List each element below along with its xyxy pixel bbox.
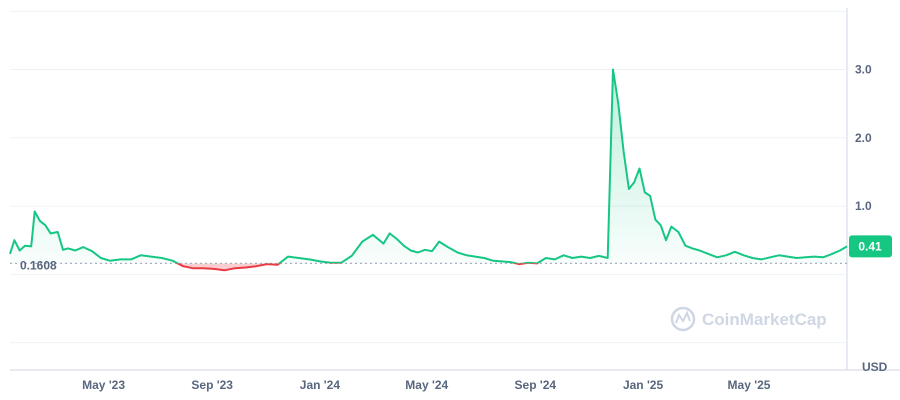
grid-lines (10, 8, 900, 371)
y-tick-label: 2.0 (855, 131, 872, 145)
price-line-up (9, 68, 848, 264)
baseline-value: 0.1608 (20, 258, 57, 272)
y-tick-label: 3.0 (855, 62, 872, 76)
coinmarketcap-logo-icon (670, 306, 696, 332)
x-tick-label: May '25 (728, 378, 771, 392)
watermark-text: CoinMarketCap (702, 310, 827, 329)
x-tick-label: Sep '24 (515, 378, 557, 392)
current-price-label: 0.41 (858, 239, 882, 253)
x-tick-label: Jan '25 (623, 378, 664, 392)
current-price-badge: 0.41 (849, 235, 892, 258)
area-fill-up (10, 69, 847, 264)
price-line-down (175, 263, 540, 272)
x-tick-label: Sep '23 (191, 378, 233, 392)
baseline: 0.1608 (10, 258, 847, 272)
watermark: CoinMarketCap (670, 306, 827, 332)
currency-label: USD (862, 360, 888, 374)
area-fill-down (10, 263, 847, 271)
x-tick-label: Jan '24 (300, 378, 341, 392)
x-axis: May '23 Sep '23 Jan '24 May '24 Sep '24 Jan '… (82, 378, 771, 392)
price-line (9, 68, 848, 272)
x-tick-label: May '24 (405, 378, 448, 392)
x-tick-label: May '23 (82, 378, 125, 392)
y-tick-label: 1.0 (855, 199, 872, 213)
price-area (10, 69, 847, 271)
y-axis: 1.0 2.0 3.0 (855, 62, 872, 213)
